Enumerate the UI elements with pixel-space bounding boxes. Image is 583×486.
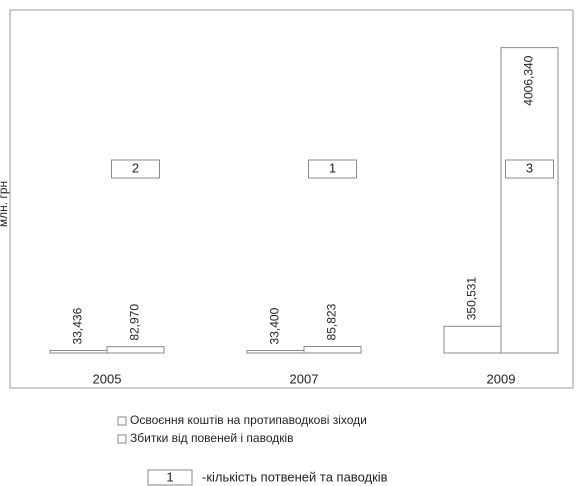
value-label: 33,436 (71, 307, 85, 344)
flood-count: 3 (526, 160, 533, 175)
legend-label: Освоєння коштів на протипаводкові зіходи (130, 413, 367, 427)
count-box (505, 159, 554, 179)
flood-count: 2 (132, 160, 139, 175)
plot-frame (9, 9, 574, 389)
value-label: 85,823 (325, 303, 339, 340)
bar (500, 47, 559, 354)
y-axis-label: млн. грн (0, 181, 10, 227)
x-tick-label: 2005 (93, 371, 122, 386)
x-tick-label: 2007 (290, 371, 319, 386)
x-tick-label: 2009 (487, 371, 516, 386)
bar (106, 346, 165, 354)
bar (443, 325, 502, 354)
count-legend-key: 1 (166, 469, 173, 484)
legend-label: Збитки від повеней і паводків (130, 431, 294, 445)
flood-count: 1 (329, 160, 336, 175)
value-label: 4006,340 (522, 55, 536, 105)
count-legend-box (147, 469, 193, 486)
value-label: 33,400 (268, 307, 282, 344)
value-label: 350,531 (465, 277, 479, 321)
bar (303, 345, 362, 354)
legend-swatch (117, 434, 127, 444)
count-box (111, 159, 160, 179)
count-legend-text: -кількість потвеней та паводків (202, 469, 388, 484)
count-box (308, 159, 357, 179)
bar (246, 349, 305, 354)
bar (49, 349, 108, 354)
legend-swatch (117, 416, 127, 426)
value-label: 82,970 (128, 304, 142, 341)
